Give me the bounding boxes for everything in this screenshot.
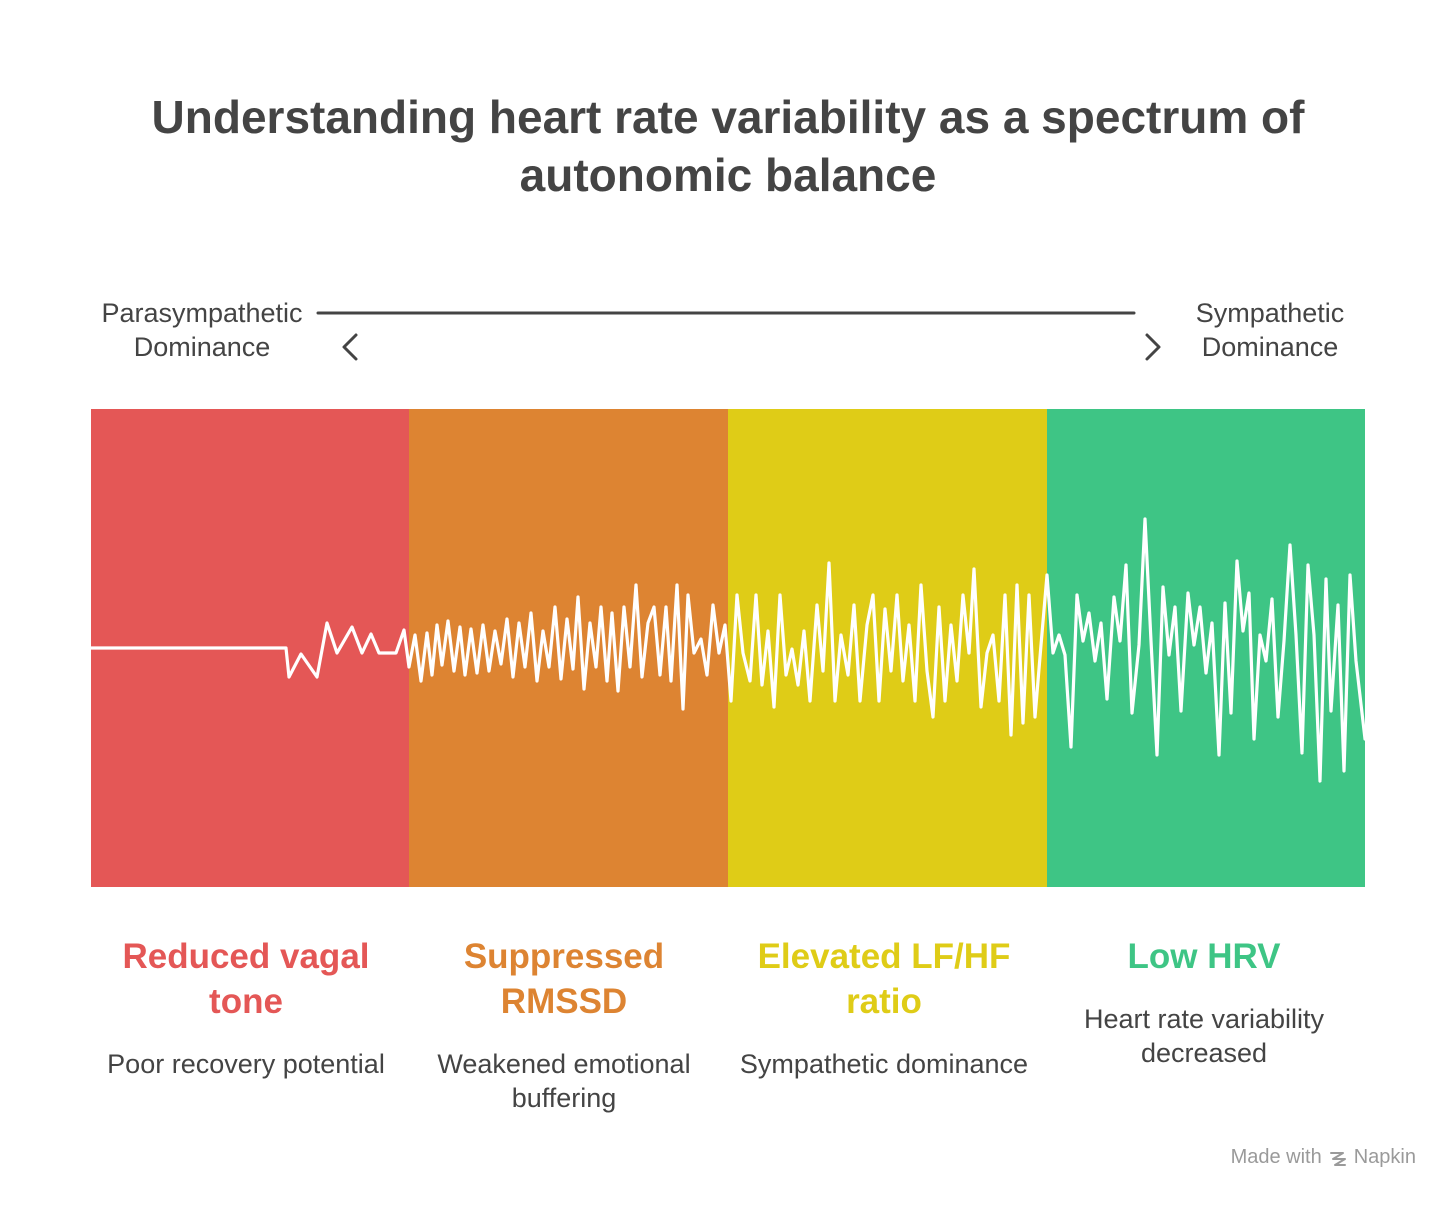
segment-title-elevated-lf-hf: Elevated LF/HF ratio <box>757 937 1011 1021</box>
waveform-line <box>91 517 1365 783</box>
axis-right-label-line1: Sympathetic <box>1195 298 1345 328</box>
made-with-credit: Made with Napkin <box>1231 1146 1416 1169</box>
segment-title-suppressed-rmssd: Suppressed RMSSD <box>463 937 665 1021</box>
band-segment-low-hrv <box>1047 409 1365 887</box>
chevron-left-icon <box>342 333 358 361</box>
axis-left-label: Parasympathetic Dominance <box>82 296 322 364</box>
segment-desc-hrv-decreased: Heart rate variability decreased <box>1083 1004 1325 1068</box>
axis-right-label-line2: Dominance <box>1201 332 1339 362</box>
axis-left-label-line1: Parasympathetic <box>101 298 303 328</box>
chevron-right-icon <box>1145 333 1161 361</box>
spectrum-axis <box>316 311 1161 361</box>
page-title: Understanding heart rate variability as … <box>151 91 1305 201</box>
spectrum-band <box>91 409 1365 887</box>
segment-desc-sympathetic-dominance: Sympathetic dominance <box>739 1049 1029 1079</box>
credit-brand: Napkin <box>1353 1146 1416 1168</box>
napkin-logo-icon <box>1329 1151 1346 1166</box>
segment-title-reduced-vagal-tone: Reduced vagal tone <box>122 937 370 1021</box>
segment-desc-poor-recovery: Poor recovery potential <box>107 1049 385 1079</box>
heart-rate-waveform-icon <box>91 517 1365 783</box>
credit-prefix: Made with <box>1230 1146 1322 1168</box>
axis-right-label: Sympathetic Dominance <box>1150 296 1390 364</box>
segment-title-low-hrv: Low HRV <box>1127 937 1281 976</box>
axis-left-label-line2: Dominance <box>133 332 271 362</box>
segment-desc-weakened-buffering: Weakened emotional buffering <box>437 1049 691 1113</box>
